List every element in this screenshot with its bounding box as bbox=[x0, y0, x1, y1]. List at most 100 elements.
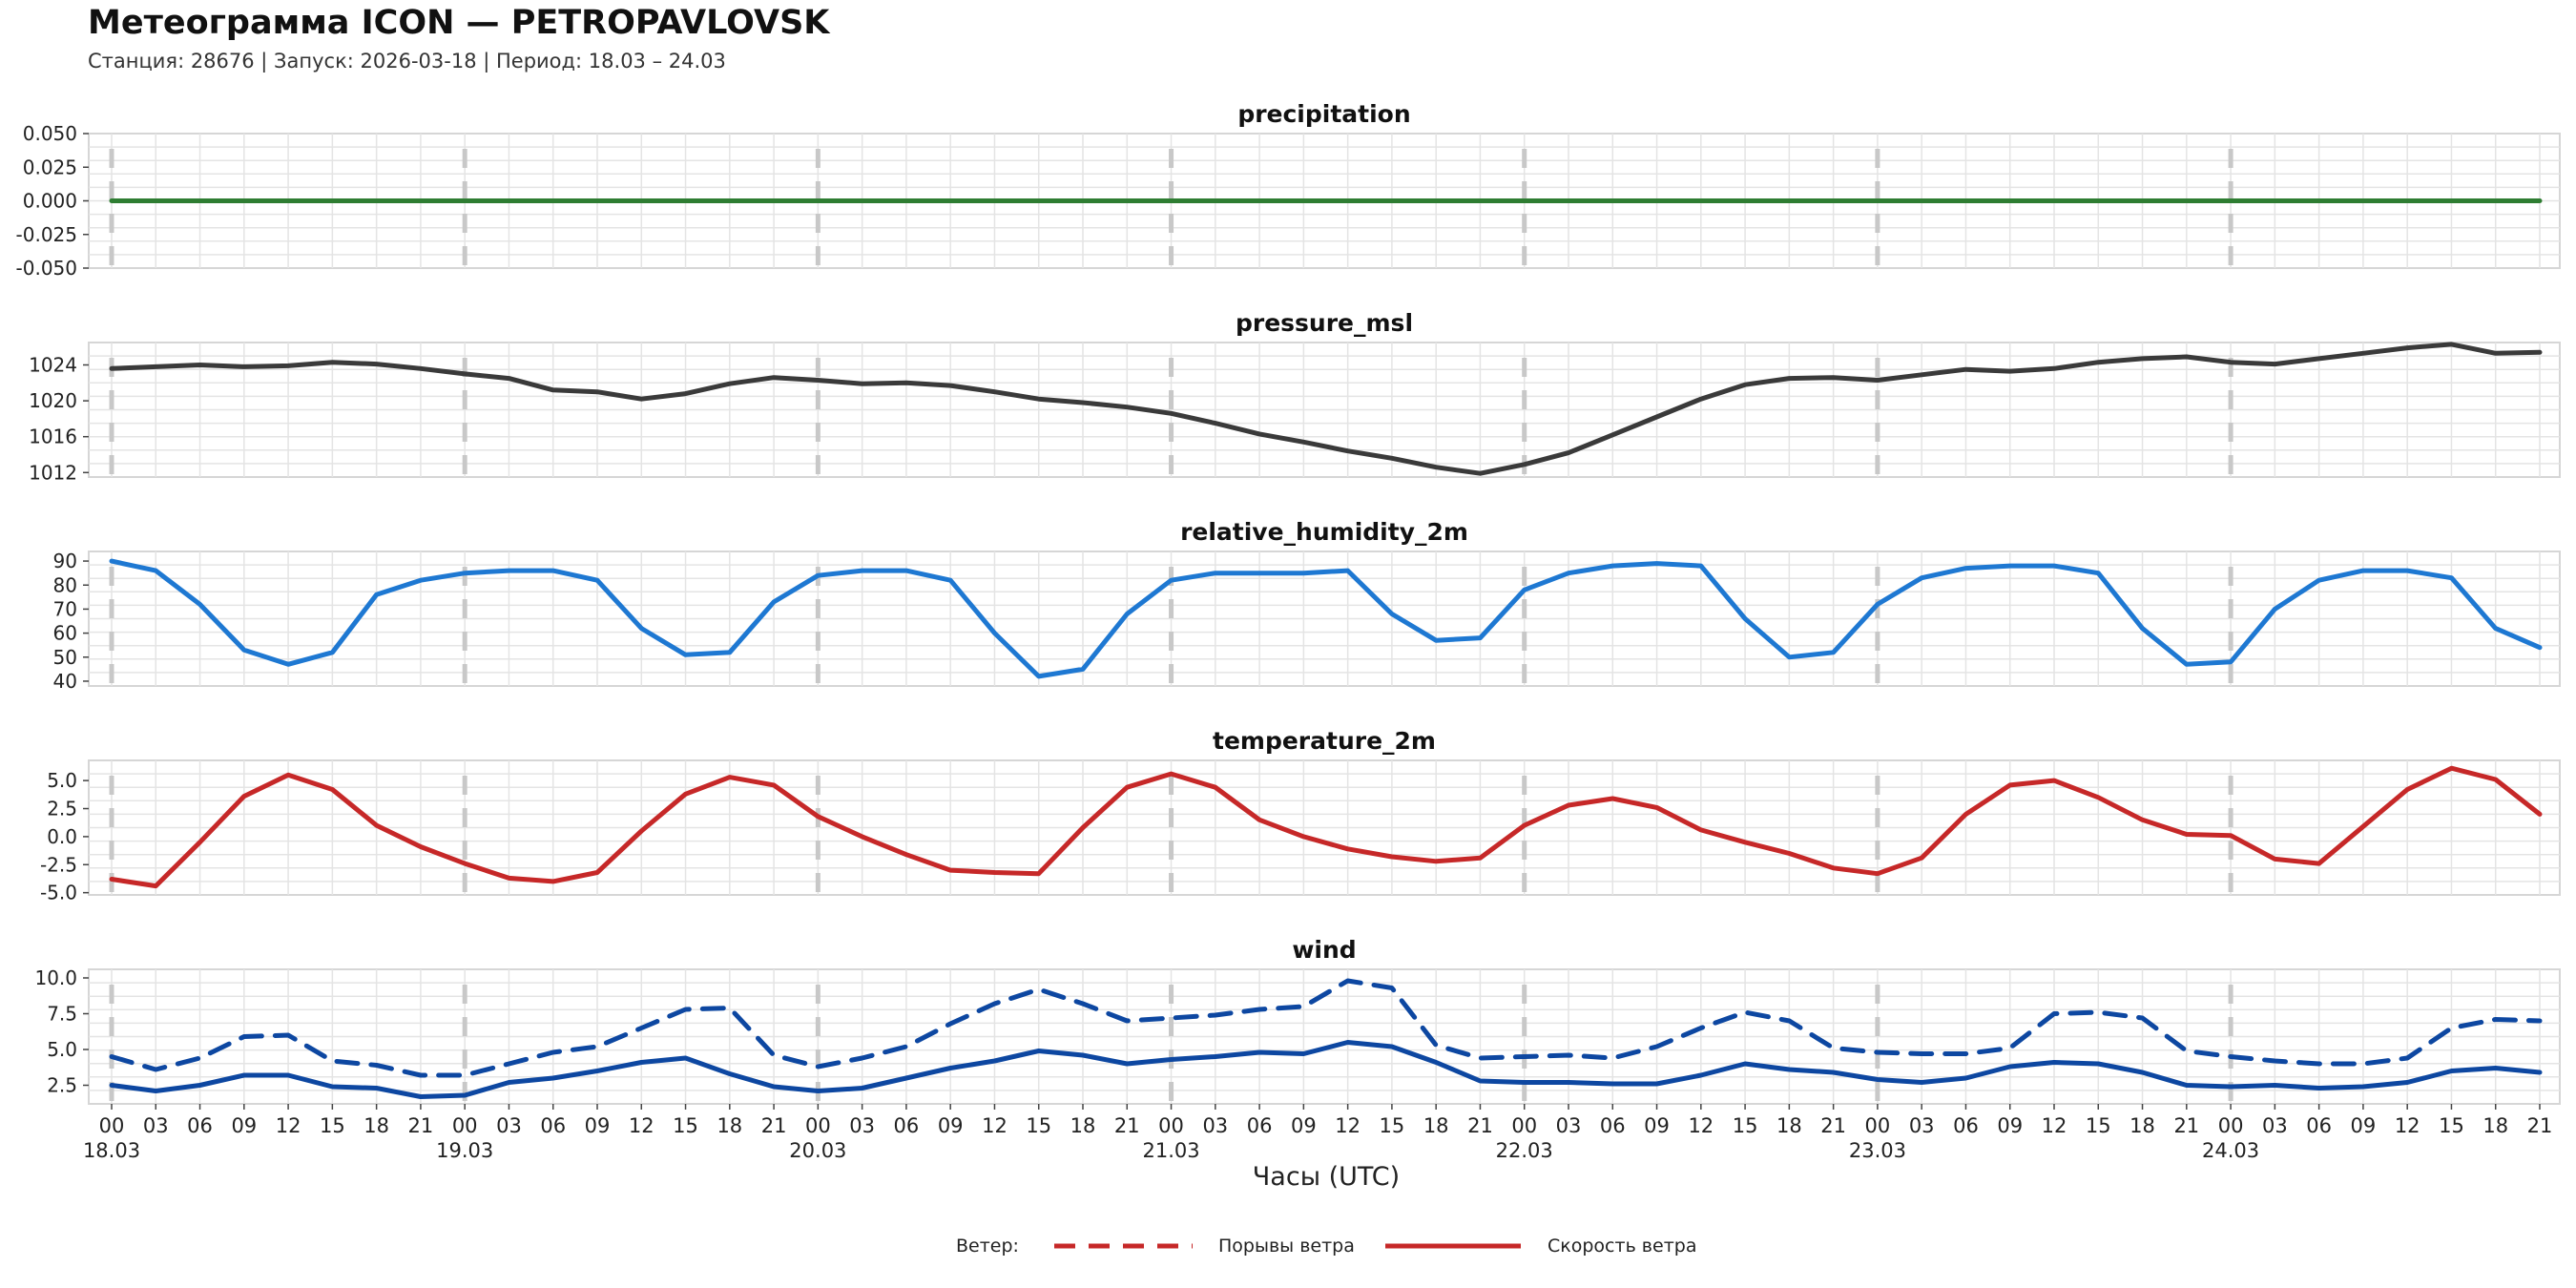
y-tick-label: 7.5 bbox=[47, 1003, 77, 1026]
panel-temperature: temperature_2m 5.0 2.5 0.0 -2.5 -5.0 bbox=[40, 727, 2561, 904]
x-tick-label: 06 bbox=[1247, 1114, 1273, 1137]
x-tick-label: 12 bbox=[2395, 1114, 2420, 1137]
x-tick-label: 03 bbox=[849, 1114, 875, 1137]
x-tick-label: 18 bbox=[2483, 1114, 2508, 1137]
x-tick-label: 12 bbox=[1688, 1114, 1714, 1137]
legend-gust-label: Порывы ветра bbox=[1218, 1236, 1355, 1257]
series-line-gusts bbox=[109, 978, 2543, 1078]
x-tick-label: 15 bbox=[1733, 1114, 1758, 1137]
x-tick-label: 00 bbox=[1511, 1114, 1537, 1137]
x-tick-label: 09 bbox=[2351, 1114, 2377, 1137]
x-tick-label: 15 bbox=[2439, 1114, 2464, 1137]
x-tick-label: 00 bbox=[805, 1114, 831, 1137]
x-day-label: 19.03 bbox=[436, 1139, 493, 1162]
x-tick-label: 12 bbox=[629, 1114, 654, 1137]
panel-precip: precipitation 0.050 0.025 0.000 -0.025 -0.050 bbox=[16, 100, 2561, 280]
y-tick-label: 1012 bbox=[29, 461, 77, 484]
series-line-temperature bbox=[109, 765, 2543, 889]
y-tick-label: -0.050 bbox=[16, 257, 77, 280]
series-line-wind bbox=[109, 1040, 2543, 1099]
page-title: Метеограмма ICON — PETROPAVLOVSK bbox=[88, 4, 830, 42]
x-tick-label: 21 bbox=[408, 1114, 434, 1137]
series-line-pressure bbox=[109, 342, 2543, 476]
y-tick-label: 5.0 bbox=[47, 769, 77, 792]
x-day-label: 20.03 bbox=[789, 1139, 846, 1162]
panel-title: pressure_msl bbox=[1236, 309, 1413, 337]
x-tick-label: 15 bbox=[2086, 1114, 2111, 1137]
panel-wind: wind 10.0 7.5 5.0 2.5 bbox=[34, 936, 2561, 1105]
x-tick-label: 15 bbox=[320, 1114, 345, 1137]
x-axis: 00 03 06 09 12 15 18 21 00 03 06 09 12 15 18 21 00 03 06 09… bbox=[83, 1104, 2552, 1162]
x-tick-label: 12 bbox=[2042, 1114, 2067, 1137]
x-tick-label: 06 bbox=[540, 1114, 566, 1137]
x-tick-label: 00 bbox=[1158, 1114, 1184, 1137]
x-tick-label: 18 bbox=[1776, 1114, 1802, 1137]
page-subtitle: Станция: 28676 | Запуск: 2026-03-18 | Пе… bbox=[88, 50, 726, 73]
x-tick-label: 00 bbox=[99, 1114, 125, 1137]
panel-title: temperature_2m bbox=[1213, 727, 1436, 755]
x-tick-label: 09 bbox=[1291, 1114, 1317, 1137]
y-tick-label: 10.0 bbox=[34, 966, 77, 989]
x-tick-label: 06 bbox=[2306, 1114, 2332, 1137]
x-tick-label: 15 bbox=[1380, 1114, 1405, 1137]
x-tick-label: 06 bbox=[187, 1114, 213, 1137]
x-tick-label: 18 bbox=[1070, 1114, 1096, 1137]
x-day-label: 23.03 bbox=[1849, 1139, 1906, 1162]
x-tick-label: 00 bbox=[2218, 1114, 2244, 1137]
x-tick-label: 03 bbox=[2262, 1114, 2288, 1137]
y-tick-label: 60 bbox=[53, 622, 77, 645]
y-tick-label: 2.5 bbox=[47, 798, 77, 821]
x-tick-label: 09 bbox=[585, 1114, 611, 1137]
y-tick-label: 0.025 bbox=[23, 156, 77, 178]
x-tick-label: 21 bbox=[1114, 1114, 1140, 1137]
y-tick-label: 70 bbox=[53, 597, 77, 620]
x-tick-label: 21 bbox=[1467, 1114, 1493, 1137]
x-tick-label: 18 bbox=[717, 1114, 742, 1137]
x-day-label: 21.03 bbox=[1142, 1139, 1199, 1162]
x-tick-label: 21 bbox=[761, 1114, 787, 1137]
x-tick-label: 06 bbox=[894, 1114, 920, 1137]
x-tick-label: 12 bbox=[276, 1114, 301, 1137]
legend-title: Ветер: bbox=[956, 1236, 1019, 1257]
y-tick-label: 40 bbox=[53, 670, 77, 693]
y-tick-label: 0.0 bbox=[47, 825, 77, 848]
x-tick-label: 21 bbox=[1820, 1114, 1846, 1137]
x-day-label: 18.03 bbox=[83, 1139, 140, 1162]
y-tick-label: 0.000 bbox=[23, 190, 77, 213]
y-tick-label: 1024 bbox=[29, 354, 77, 377]
x-tick-label: 09 bbox=[1644, 1114, 1670, 1137]
x-tick-label: 15 bbox=[673, 1114, 698, 1137]
y-tick-label: 2.5 bbox=[47, 1074, 77, 1097]
y-tick-label: -5.0 bbox=[40, 882, 77, 904]
x-tick-label: 03 bbox=[496, 1114, 522, 1137]
x-tick-label: 03 bbox=[1556, 1114, 1582, 1137]
x-tick-label: 09 bbox=[938, 1114, 964, 1137]
x-day-label: 22.03 bbox=[1496, 1139, 1553, 1162]
x-tick-label: 03 bbox=[1202, 1114, 1228, 1137]
legend-speed-label: Скорость ветра bbox=[1548, 1236, 1696, 1257]
x-tick-label: 00 bbox=[1865, 1114, 1891, 1137]
x-tick-label: 21 bbox=[2173, 1114, 2199, 1137]
x-tick-label: 18 bbox=[2129, 1114, 2155, 1137]
x-tick-label: 21 bbox=[2527, 1114, 2553, 1137]
x-tick-label: 18 bbox=[364, 1114, 389, 1137]
x-axis-label: Часы (UTC) bbox=[1253, 1162, 1400, 1192]
y-tick-label: 80 bbox=[53, 573, 77, 596]
series-line-humidity bbox=[109, 558, 2543, 679]
y-tick-label: 90 bbox=[53, 550, 77, 572]
y-tick-label: 0.050 bbox=[23, 122, 77, 145]
panel-pressure: pressure_msl 1024 1020 1016 1012 bbox=[29, 309, 2561, 484]
y-tick-label: 1020 bbox=[29, 389, 77, 412]
y-tick-label: -0.025 bbox=[16, 223, 77, 246]
y-tick-label: -2.5 bbox=[40, 853, 77, 876]
x-tick-label: 15 bbox=[1026, 1114, 1051, 1137]
x-tick-label: 06 bbox=[1600, 1114, 1626, 1137]
legend: Ветер: Порывы ветра Скорость ветра bbox=[956, 1236, 1696, 1257]
panel-title: relative_humidity_2m bbox=[1180, 518, 1468, 546]
panel-title: precipitation bbox=[1237, 100, 1410, 128]
x-tick-label: 06 bbox=[1953, 1114, 1979, 1137]
x-tick-label: 12 bbox=[982, 1114, 1008, 1137]
x-tick-label: 18 bbox=[1423, 1114, 1449, 1137]
